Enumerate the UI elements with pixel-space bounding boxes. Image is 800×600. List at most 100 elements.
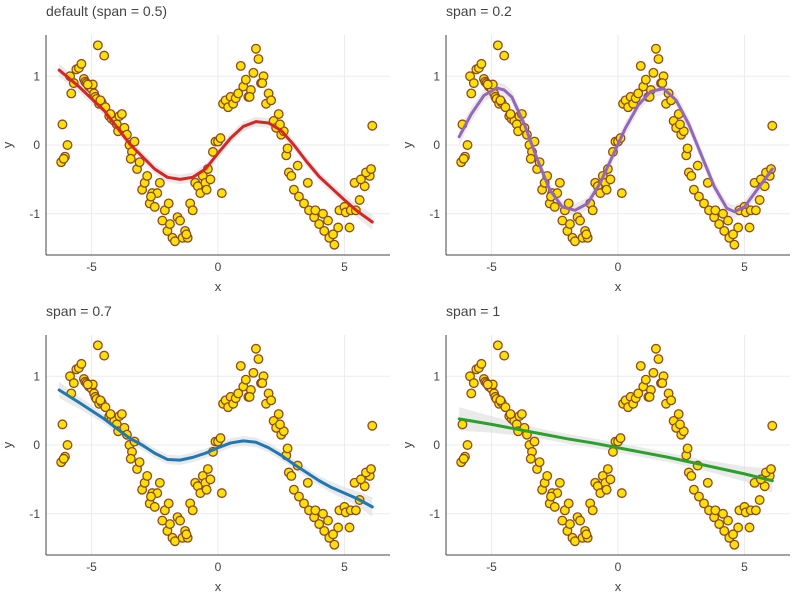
data-point (633, 88, 644, 99)
x-tick-label: 0 (615, 560, 622, 574)
data-point (282, 143, 293, 154)
data-point (666, 395, 677, 406)
data-point (201, 484, 212, 495)
data-point (482, 379, 493, 390)
data-point (266, 395, 277, 406)
data-point (366, 464, 376, 475)
data-point (650, 43, 661, 54)
data-point (253, 54, 264, 65)
data-point (729, 239, 740, 250)
data-point (240, 374, 251, 385)
x-tick-label: 5 (741, 260, 748, 274)
data-point (682, 143, 693, 154)
data-point (644, 391, 655, 402)
data-point (244, 391, 255, 402)
y-tick-label: 0 (33, 138, 40, 152)
data-point (58, 453, 69, 464)
data-point (714, 219, 725, 230)
data-point (688, 184, 699, 195)
data-point (314, 219, 325, 230)
panel-title: span = 0.7 (46, 303, 112, 319)
data-point (718, 208, 728, 219)
data-point (164, 519, 175, 530)
data-point (273, 109, 284, 120)
data-point (754, 195, 765, 205)
data-point (693, 491, 704, 502)
panel-title: span = 1 (446, 303, 500, 319)
data-point (575, 215, 586, 226)
data-point (714, 519, 725, 530)
data-point (329, 539, 340, 550)
data-point (767, 120, 778, 131)
data-point (286, 170, 297, 181)
panel-span-0-2: -5 0 5 -1 0 1 x y span = 0.2 (400, 3, 790, 294)
data-point (175, 515, 186, 526)
data-point (282, 443, 293, 454)
data-point (476, 58, 487, 69)
panel-span-1: -5 0 5 -1 0 1 x y span = 1 (400, 303, 790, 594)
data-point (367, 420, 378, 431)
data-point (205, 474, 216, 485)
data-point (92, 340, 103, 351)
data-point (500, 102, 511, 113)
x-tick-label: 0 (215, 260, 222, 274)
data-point (319, 525, 330, 536)
y-tick-label: -1 (29, 207, 40, 221)
data-point (602, 464, 613, 475)
data-point (702, 477, 713, 488)
data-point (154, 177, 165, 188)
data-point (635, 60, 646, 71)
data-point (675, 419, 685, 430)
data-point (62, 440, 73, 450)
data-point (653, 54, 664, 65)
data-point (248, 67, 259, 78)
data-point (181, 229, 192, 240)
data-point (288, 484, 299, 495)
data-point (575, 515, 586, 526)
data-point (250, 343, 261, 354)
data-point (657, 378, 668, 389)
data-point (333, 522, 344, 533)
x-axis-label: x (215, 579, 222, 594)
data-point (292, 160, 303, 171)
data-point (468, 378, 479, 389)
data-point (601, 184, 612, 195)
x-tick-label: -5 (486, 260, 497, 274)
data-point (92, 40, 103, 51)
data-point (635, 360, 646, 371)
y-tick-label: -1 (429, 507, 440, 521)
data-point (66, 88, 77, 99)
panel-default-span: -5 0 5 -1 0 1 x y default (span = 0.5) (0, 3, 390, 294)
data-point (699, 198, 709, 209)
data-point (350, 505, 361, 516)
x-tick-label: -5 (86, 260, 97, 274)
data-point (344, 222, 355, 233)
data-point (314, 519, 325, 530)
y-axis-label: y (0, 141, 15, 148)
data-point (328, 229, 339, 240)
data-point (323, 515, 333, 526)
data-point (146, 191, 156, 202)
data-point (257, 378, 268, 389)
data-point (235, 60, 246, 71)
y-axis-label: y (400, 141, 415, 148)
data-point (766, 464, 776, 475)
data-point (499, 50, 510, 61)
data-point (462, 140, 473, 150)
data-point (58, 153, 69, 164)
y-tick-label: 0 (433, 138, 440, 152)
data-point (546, 491, 556, 502)
data-point (563, 498, 574, 509)
data-point (355, 474, 366, 485)
data-point (125, 153, 136, 164)
data-point (505, 109, 516, 120)
data-point (299, 198, 309, 209)
data-point (466, 388, 477, 399)
data-point (366, 164, 376, 175)
data-point (754, 495, 765, 505)
y-axis-label: y (0, 441, 15, 448)
data-point (273, 409, 284, 420)
data-point (657, 78, 668, 89)
data-point (554, 477, 565, 488)
data-point (134, 457, 145, 468)
